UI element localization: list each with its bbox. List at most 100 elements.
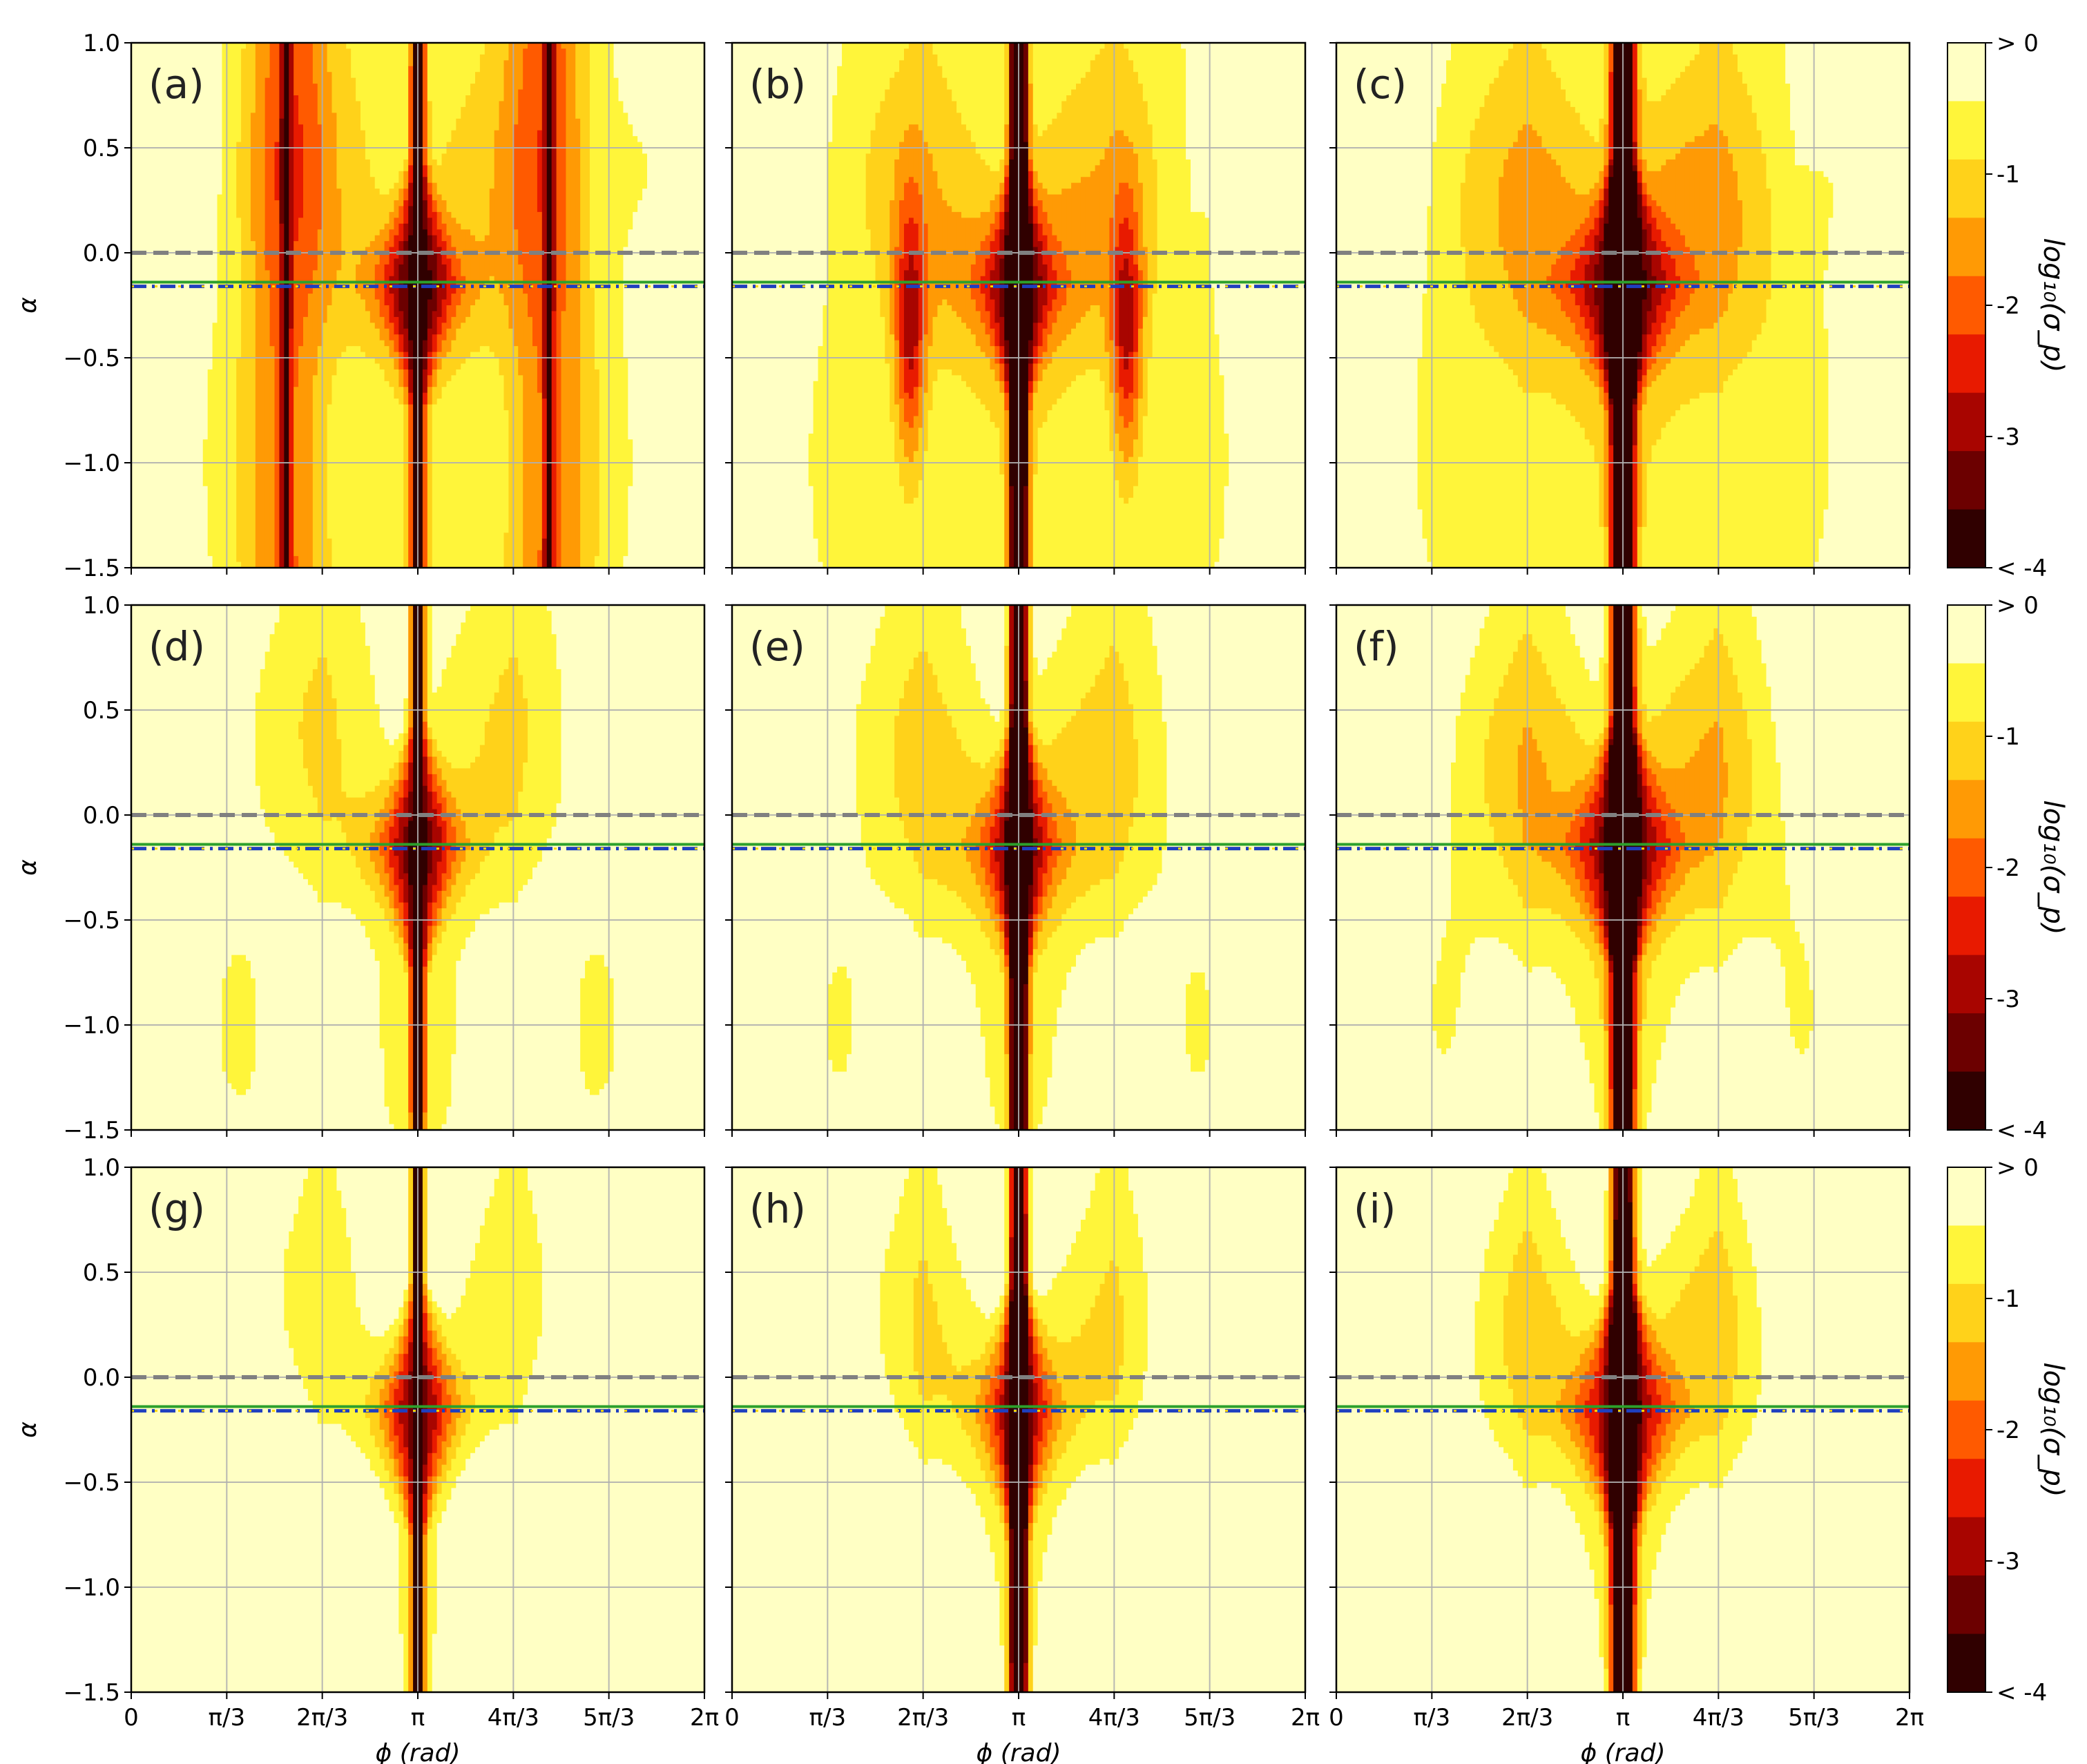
colorbar-swatch bbox=[1947, 392, 1985, 452]
contour-field bbox=[732, 43, 1305, 568]
colorbar-tick-label: -1 bbox=[1997, 723, 2020, 751]
panel-h: 0 π/3 2π/3 π 4π/3 5π/3 2π (h) bbox=[724, 1166, 1320, 1732]
colorbar-swatch bbox=[1947, 509, 1985, 568]
gridlines bbox=[131, 42, 705, 568]
x-tick-label: π/3 bbox=[1414, 1704, 1451, 1732]
colorbar-swatch bbox=[1947, 605, 1985, 664]
colorbar-tick-label: -3 bbox=[1997, 423, 2020, 451]
y-tick-label: 0.0 bbox=[83, 802, 120, 830]
colorbar-tick-label: -3 bbox=[1997, 986, 2020, 1013]
x-tick-label: 0 bbox=[724, 1704, 740, 1732]
y-tick-label: 1.0 bbox=[83, 1154, 120, 1182]
x-tick-label: π/3 bbox=[209, 1704, 246, 1732]
colorbar-tick-label: < -4 bbox=[1997, 1679, 2047, 1707]
panel-label: (c) bbox=[1354, 61, 1407, 108]
colorbar-label: log₁₀(σ_p) bbox=[2037, 238, 2069, 373]
y-tick-label: 1.0 bbox=[83, 592, 120, 620]
colorbar-swatch bbox=[1947, 334, 1985, 394]
x-axis-label: ϕ (rad) bbox=[1581, 1739, 1666, 1764]
y-tick-label: −1.0 bbox=[63, 1012, 120, 1039]
contour-field bbox=[1336, 43, 1910, 568]
colorbar-tick-label: -2 bbox=[1997, 1417, 2020, 1444]
reference-lines bbox=[732, 251, 1305, 289]
panel-d: 1.0 0.5 0.0 −0.5 −1.0 −1.5 (d) bbox=[63, 592, 706, 1144]
x-tick-label: 5π/3 bbox=[1788, 1704, 1840, 1732]
y-tick-label: −0.5 bbox=[63, 907, 120, 934]
x-tick-label: π bbox=[411, 1704, 425, 1732]
y-tick-label: −0.5 bbox=[63, 345, 120, 372]
colorbar-label: log₁₀(σ_p) bbox=[2037, 1363, 2069, 1497]
colorbar-swatch bbox=[1947, 1633, 1985, 1693]
colorbar-swatch bbox=[1947, 1400, 1985, 1459]
colorbar-label: log₁₀(σ_p) bbox=[2037, 800, 2069, 935]
y-tick-label: 0.0 bbox=[83, 1364, 120, 1392]
panel-g: 1.0 0.5 0.0 −0.5 −1.0 −1.50 π/3 2π/3 π 4π/3 5π/3 2π… bbox=[63, 1154, 719, 1732]
x-tick-label: π/3 bbox=[809, 1704, 847, 1732]
panel-label: (f) bbox=[1354, 623, 1399, 670]
x-tick-label: 2π/3 bbox=[1501, 1704, 1553, 1732]
colorbar-swatch bbox=[1947, 159, 1985, 218]
reference-lines bbox=[732, 813, 1305, 851]
colorbar-tick-label: < -4 bbox=[1997, 1117, 2047, 1144]
colorbar-swatch bbox=[1947, 43, 1985, 102]
colorbar-swatch bbox=[1947, 1167, 1985, 1226]
ticks: 0 π/3 2π/3 π 4π/3 5π/3 2π bbox=[724, 1167, 1320, 1732]
axis-labels-layer: α α α ϕ (rad) ϕ (rad) ϕ (rad) bbox=[14, 297, 1666, 1764]
panel-label: (a) bbox=[148, 61, 204, 108]
panel-a: 1.0 0.5 0.0 −0.5 −1.0 −1.5 (a) bbox=[63, 30, 706, 582]
panels-layer: 1.0 0.5 0.0 −0.5 −1.0 −1.5 (a) (b) (c) 1.0 0.5 0.0 −… bbox=[63, 30, 1924, 1732]
y-tick-label: 1.0 bbox=[83, 30, 120, 57]
reference-lines bbox=[131, 251, 704, 289]
x-tick-label: 4π/3 bbox=[1088, 1704, 1140, 1732]
colorbar-swatch bbox=[1947, 955, 1985, 1014]
ticks bbox=[1329, 604, 1910, 1137]
colorbar-tick-label: -3 bbox=[1997, 1548, 2020, 1575]
colorbar-swatch bbox=[1947, 1225, 1985, 1285]
x-tick-label: π bbox=[1012, 1704, 1026, 1732]
x-tick-label: 2π bbox=[1291, 1704, 1320, 1732]
x-axis-label: ϕ (rad) bbox=[977, 1739, 1061, 1764]
panel-label: (b) bbox=[749, 61, 806, 108]
panel-f: (f) bbox=[1329, 604, 1911, 1137]
x-tick-label: 4π/3 bbox=[1693, 1704, 1744, 1732]
colorbar-row-1: > 0 -1 -2 -3 < -4 log₁₀(σ_p) bbox=[1947, 30, 2069, 582]
y-tick-label: −1.0 bbox=[63, 450, 120, 477]
ticks bbox=[725, 42, 1306, 575]
y-axis-label: α bbox=[14, 1421, 42, 1438]
x-axis-label: ϕ (rad) bbox=[376, 1739, 461, 1764]
ticks: 1.0 0.5 0.0 −0.5 −1.0 −1.5 bbox=[63, 592, 705, 1144]
y-tick-label: −1.0 bbox=[63, 1574, 120, 1602]
colorbar-swatch bbox=[1947, 663, 1985, 722]
x-tick-label: 0 bbox=[1329, 1704, 1344, 1732]
colorbar-swatch bbox=[1947, 1459, 1985, 1518]
panel-label: (d) bbox=[148, 623, 205, 670]
colorbar-swatch bbox=[1947, 1071, 1985, 1131]
colorbar-row-2: > 0 -1 -2 -3 < -4 log₁₀(σ_p) bbox=[1947, 592, 2069, 1144]
reference-lines bbox=[131, 813, 704, 851]
reference-lines bbox=[1336, 1375, 1910, 1413]
reference-lines bbox=[131, 1375, 704, 1413]
panel-i: 0 π/3 2π/3 π 4π/3 5π/3 2π (i) bbox=[1329, 1166, 1924, 1732]
colorbar-swatch bbox=[1947, 1575, 1985, 1635]
contour-field bbox=[732, 1167, 1305, 1692]
y-axis-label: α bbox=[14, 297, 42, 314]
x-tick-label: 2π bbox=[690, 1704, 719, 1732]
colorbar-row-3: > 0 -1 -2 -3 < -4 log₁₀(σ_p) bbox=[1947, 1154, 2069, 1707]
colorbar-swatch bbox=[1947, 218, 1985, 277]
ticks bbox=[725, 604, 1306, 1137]
colorbar-swatch bbox=[1947, 1342, 1985, 1401]
y-tick-label: −1.5 bbox=[63, 555, 120, 582]
panel-label: (e) bbox=[749, 623, 805, 670]
y-tick-label: 0.5 bbox=[83, 135, 120, 162]
panel-e: (e) bbox=[725, 604, 1307, 1137]
colorbar-swatch bbox=[1947, 721, 1985, 780]
x-tick-label: 5π/3 bbox=[583, 1704, 635, 1732]
colorbar-tick-label: -2 bbox=[1997, 292, 2020, 320]
ticks: 0 π/3 2π/3 π 4π/3 5π/3 2π bbox=[1329, 1167, 1924, 1732]
colorbar-swatch bbox=[1947, 780, 1985, 839]
colorbars-layer: > 0 -1 -2 -3 < -4 log₁₀(σ_p) > 0 -1 -2 -3 < -4 log₁… bbox=[1947, 30, 2069, 1707]
ticks: 1.0 0.5 0.0 −0.5 −1.0 −1.50 π/3 2π/3 π 4π/3 5π/3 2π bbox=[63, 1154, 719, 1732]
colorbar-swatch bbox=[1947, 1283, 1985, 1343]
colorbar-tick-label: < -4 bbox=[1997, 555, 2047, 582]
